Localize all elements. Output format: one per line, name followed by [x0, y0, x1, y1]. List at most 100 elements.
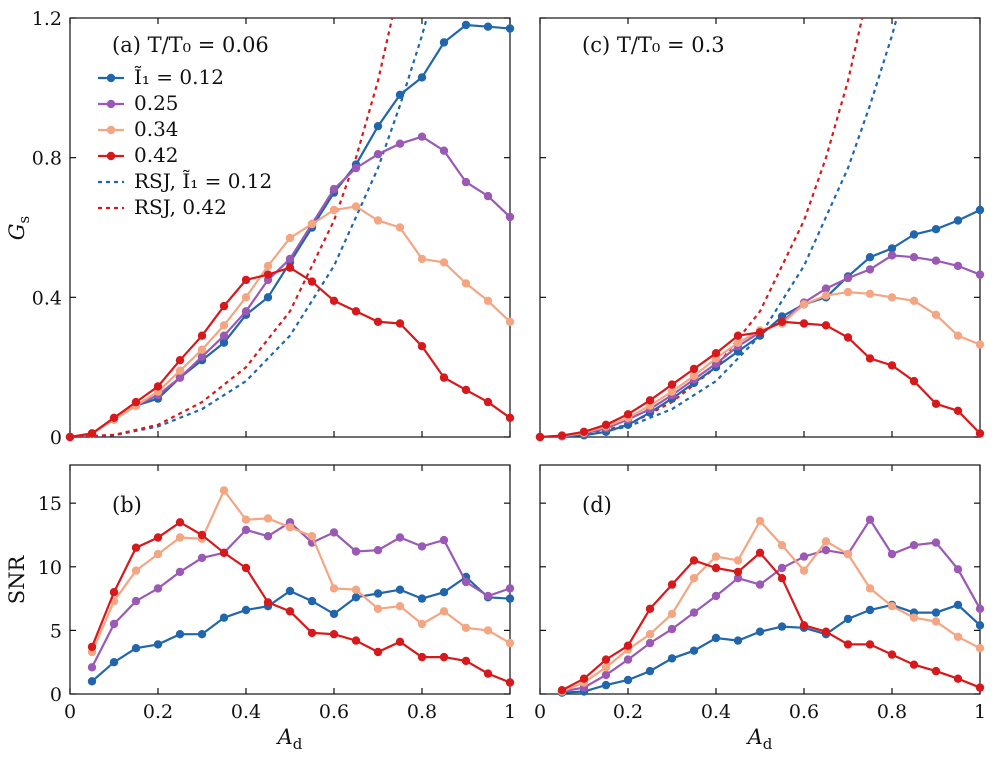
data-point-b-0 — [417, 594, 427, 603]
data-point-b-1 — [131, 596, 141, 606]
data-point-c-3 — [909, 376, 919, 386]
data-point-d-1 — [667, 624, 677, 634]
data-point-a-2 — [307, 219, 317, 229]
data-point-b-2 — [395, 602, 405, 611]
data-point-b-2 — [351, 585, 361, 594]
rsj-curve-c-0 — [540, 18, 898, 437]
data-point-c-0 — [975, 205, 985, 215]
series-line-d-3 — [561, 551, 980, 692]
data-point-a-1 — [219, 331, 229, 340]
x-tick-label: 0 — [64, 701, 76, 723]
series-line-c-1 — [540, 254, 980, 437]
data-point-a-0 — [263, 293, 273, 302]
y-tick-label: 10 — [38, 557, 62, 579]
panel-label-c: (c) T/T₀ = 0.3 — [582, 33, 725, 57]
data-point-a-3 — [285, 263, 295, 272]
data-point-b-3 — [241, 563, 251, 573]
data-point-b-3 — [373, 647, 383, 657]
data-point-d-1 — [601, 670, 611, 680]
data-point-c-2 — [953, 331, 963, 340]
data-point-b-0 — [197, 630, 207, 639]
y-axis-title-gs: Gs — [5, 216, 33, 240]
data-point-b-2 — [219, 486, 229, 495]
data-point-b-3 — [351, 636, 361, 645]
data-point-d-3 — [689, 556, 699, 565]
data-point-c-0 — [887, 244, 897, 253]
data-point-d-2 — [865, 584, 875, 593]
data-point-b-3 — [439, 652, 449, 662]
x-axis-title-sub: d — [763, 735, 773, 753]
data-point-d-1 — [733, 574, 743, 583]
data-point-d-3 — [865, 640, 875, 649]
data-point-c-1 — [821, 284, 831, 293]
data-point-b-2 — [329, 584, 339, 593]
data-point-a-1 — [285, 254, 295, 264]
data-point-b-3 — [131, 543, 141, 552]
data-point-b-3 — [109, 588, 119, 597]
data-point-d-2 — [645, 630, 655, 639]
data-point-d-0 — [755, 627, 765, 636]
rsj-curve-c-1 — [540, 18, 864, 437]
data-point-b-3 — [505, 678, 515, 687]
data-point-c-3 — [843, 333, 853, 342]
data-point-d-1 — [711, 591, 721, 601]
data-point-a-3 — [219, 301, 229, 311]
legend-marker — [106, 73, 116, 83]
data-point-a-0 — [461, 20, 471, 30]
data-point-d-2 — [953, 632, 963, 641]
legend-label: 0.25 — [134, 91, 179, 115]
data-point-a-3 — [483, 397, 493, 407]
data-point-a-0 — [417, 73, 427, 82]
data-point-c-3 — [821, 321, 831, 330]
data-point-b-0 — [153, 640, 163, 649]
data-point-a-3 — [373, 317, 383, 326]
series-line-c-0 — [540, 209, 980, 437]
series-line-a-3 — [70, 266, 510, 437]
x-tick-label: 0.6 — [319, 701, 349, 723]
data-point-c-3 — [689, 364, 699, 374]
data-point-a-1 — [197, 352, 207, 361]
data-point-b-3 — [417, 652, 427, 662]
data-point-c-1 — [843, 273, 853, 283]
data-point-a-2 — [175, 366, 185, 375]
data-point-d-3 — [601, 655, 611, 664]
data-point-b-3 — [483, 669, 493, 678]
data-point-d-1 — [887, 549, 897, 559]
data-point-a-1 — [329, 184, 339, 194]
data-point-a-1 — [175, 373, 185, 382]
data-point-a-1 — [395, 139, 405, 148]
y-tick-label: 15 — [38, 493, 62, 515]
data-point-d-2 — [733, 556, 743, 565]
legend-label: Ĩ₁ = 0.12 — [134, 65, 224, 89]
data-point-b-2 — [439, 607, 449, 616]
data-point-b-2 — [241, 515, 251, 524]
data-point-d-2 — [909, 613, 919, 622]
data-point-c-3 — [645, 396, 655, 405]
x-axis-title: Ad — [276, 725, 303, 753]
data-point-a-3 — [109, 413, 119, 422]
data-point-d-3 — [821, 627, 831, 636]
rsj-curve-a-1 — [70, 18, 394, 437]
data-point-b-2 — [263, 514, 273, 523]
data-point-b-1 — [263, 532, 273, 541]
data-point-d-3 — [975, 683, 985, 692]
data-point-a-3 — [197, 331, 207, 340]
data-point-a-2 — [285, 233, 295, 243]
data-point-d-2 — [931, 617, 941, 626]
x-axis-title-base: A — [276, 725, 293, 749]
y-tick-label: 1.2 — [32, 8, 62, 30]
data-point-c-2 — [887, 293, 897, 302]
data-point-c-3 — [865, 354, 875, 363]
data-point-d-3 — [799, 621, 809, 630]
data-point-b-3 — [87, 642, 97, 652]
data-point-a-2 — [263, 261, 273, 271]
data-point-a-2 — [505, 317, 515, 326]
data-point-d-3 — [909, 660, 919, 669]
data-point-c-1 — [953, 261, 963, 271]
data-point-a-3 — [351, 307, 361, 316]
data-point-a-3 — [505, 413, 515, 422]
data-point-c-0 — [953, 216, 963, 225]
data-point-a-0 — [439, 38, 449, 47]
data-point-a-1 — [439, 146, 449, 155]
